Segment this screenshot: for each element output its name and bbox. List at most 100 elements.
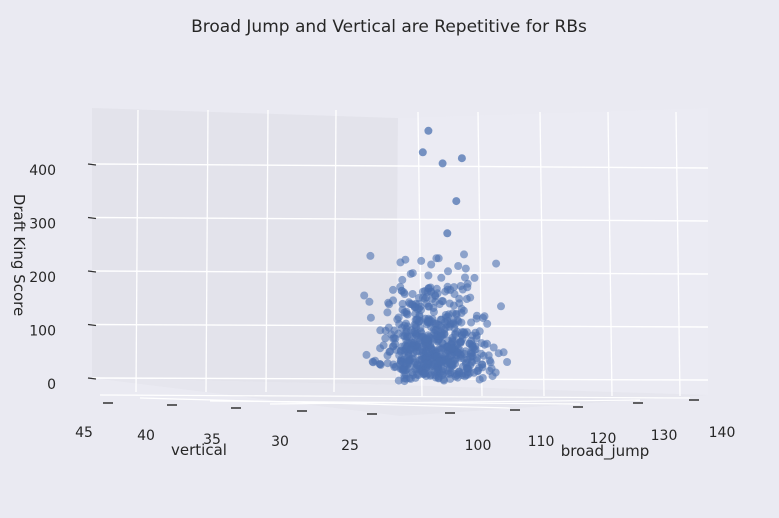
data-point bbox=[381, 326, 390, 335]
data-point bbox=[419, 293, 427, 302]
data-point bbox=[467, 318, 476, 327]
data-point-outlier bbox=[444, 358, 453, 366]
data-point bbox=[472, 311, 481, 320]
z-tick-mark bbox=[87, 216, 97, 220]
vertical-tick-label: 25 bbox=[341, 438, 359, 454]
data-point bbox=[503, 358, 512, 366]
data-point bbox=[450, 283, 458, 292]
z-tick-label: 300 bbox=[29, 217, 56, 233]
data-point bbox=[394, 313, 403, 322]
data-point bbox=[466, 353, 475, 362]
floor-grid-line bbox=[269, 399, 641, 405]
data-point bbox=[492, 259, 501, 268]
z-grid-line bbox=[91, 270, 709, 275]
data-point bbox=[480, 312, 489, 321]
data-point bbox=[449, 317, 458, 325]
data-point bbox=[442, 320, 451, 329]
data-point bbox=[460, 250, 468, 259]
data-point bbox=[397, 346, 405, 355]
data-point bbox=[437, 273, 446, 282]
data-point-outlier bbox=[424, 126, 433, 135]
broad-jump-tick-label: 130 bbox=[651, 428, 678, 444]
data-point bbox=[462, 371, 470, 379]
broad-jump-tick-label: 140 bbox=[709, 425, 736, 441]
back-pane bbox=[92, 108, 398, 385]
data-point bbox=[410, 303, 419, 312]
data-point bbox=[389, 285, 397, 294]
data-point-outlier bbox=[438, 159, 447, 168]
data-point bbox=[461, 273, 469, 282]
data-point bbox=[424, 348, 432, 357]
data-point bbox=[462, 295, 471, 303]
data-point-outlier bbox=[457, 154, 466, 163]
data-point bbox=[452, 351, 461, 359]
data-point bbox=[444, 267, 452, 276]
data-point bbox=[468, 331, 477, 340]
data-point bbox=[480, 340, 489, 349]
data-point bbox=[461, 264, 470, 273]
data-point bbox=[408, 290, 417, 298]
data-point bbox=[438, 371, 447, 380]
data-point bbox=[442, 342, 451, 351]
z-tick-mark bbox=[87, 377, 97, 380]
broad-jump-tick-label: 100 bbox=[465, 438, 492, 454]
z-tick-mark bbox=[87, 323, 97, 327]
data-point bbox=[431, 366, 440, 374]
data-point bbox=[499, 348, 508, 357]
data-point bbox=[434, 254, 443, 263]
data-point bbox=[383, 359, 392, 368]
data-point bbox=[366, 251, 375, 260]
data-point bbox=[398, 299, 407, 308]
data-point bbox=[458, 334, 467, 343]
data-point bbox=[428, 294, 437, 303]
data-point bbox=[435, 300, 444, 309]
data-point bbox=[445, 299, 454, 308]
data-point bbox=[417, 256, 426, 265]
data-point bbox=[429, 308, 438, 316]
data-point bbox=[414, 371, 423, 380]
tick-labels: 0 100 200 300 400 45 40 35 30 25 100 110 120 130 140 bbox=[29, 163, 735, 454]
z-tick-label: 400 bbox=[29, 163, 56, 179]
vertical-tick-label: 35 bbox=[203, 432, 221, 448]
x-axis-label: broad_jump bbox=[561, 442, 650, 461]
vertical-grid-line bbox=[333, 109, 337, 393]
broad-jump-grid-line bbox=[675, 111, 681, 397]
data-point bbox=[443, 312, 452, 321]
data-point bbox=[424, 271, 433, 280]
data-point-outlier bbox=[443, 229, 452, 238]
data-point bbox=[402, 327, 411, 336]
data-point bbox=[434, 320, 442, 329]
data-point bbox=[497, 302, 505, 311]
data-point bbox=[454, 262, 463, 270]
data-point bbox=[365, 297, 374, 306]
z-tick-mark bbox=[87, 270, 97, 273]
data-point bbox=[489, 343, 498, 352]
data-point bbox=[400, 374, 409, 383]
data-point bbox=[441, 287, 450, 296]
z-axis-label: Draft King Score bbox=[10, 194, 28, 316]
data-point bbox=[391, 339, 400, 348]
data-point bbox=[412, 315, 421, 324]
data-point-outlier bbox=[397, 286, 406, 295]
data-point-outlier bbox=[452, 197, 461, 206]
data-point bbox=[366, 313, 375, 322]
data-point bbox=[398, 275, 407, 284]
data-point bbox=[484, 351, 493, 360]
data-point-outlier bbox=[418, 148, 427, 157]
broad-jump-grid-line bbox=[477, 111, 483, 397]
z-tick-label: 200 bbox=[29, 270, 56, 286]
vertical-grid-line bbox=[135, 109, 139, 393]
data-point bbox=[448, 333, 457, 342]
data-point bbox=[418, 287, 427, 296]
data-point bbox=[488, 372, 497, 381]
data-point bbox=[456, 282, 465, 290]
data-point bbox=[475, 327, 484, 336]
data-point bbox=[383, 308, 392, 317]
data-point bbox=[401, 366, 409, 374]
tick-marks bbox=[87, 163, 699, 415]
data-point bbox=[457, 304, 466, 313]
data-point bbox=[415, 347, 424, 355]
vertical-tick-label: 40 bbox=[137, 428, 155, 444]
data-point bbox=[473, 354, 482, 363]
